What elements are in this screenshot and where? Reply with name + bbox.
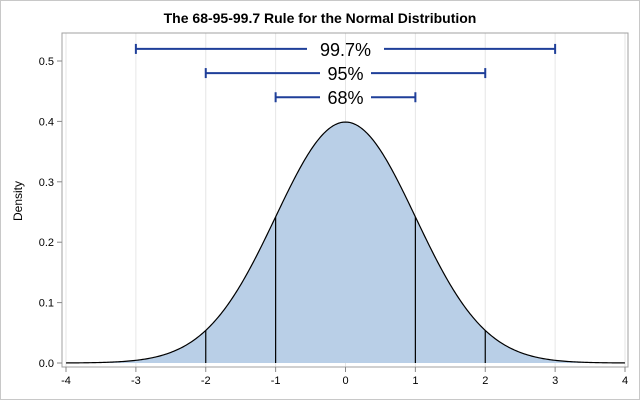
x-tick-label: 1 [412,375,418,387]
x-tick-label: 2 [482,375,488,387]
x-tick-label: 0 [342,375,348,387]
y-tick-label: 0.4 [39,116,54,128]
y-tick-label: 0.0 [39,358,54,370]
density-curve [65,121,626,364]
y-tick-label: 0.3 [39,177,54,189]
density-area [66,122,625,363]
y-tick-label: 0.5 [39,56,54,68]
x-tick-label: 3 [552,375,558,387]
interval-label: 95% [327,64,363,84]
interval-label: 68% [327,88,363,108]
interval-label: 99.7% [320,40,371,60]
x-tick-label: -4 [61,375,71,387]
y-axis-label: Density [11,181,25,221]
y-tick-label: 0.2 [39,237,54,249]
x-tick-label: -1 [271,375,281,387]
x-tick-label: -2 [201,375,211,387]
x-tick-label: -3 [131,375,141,387]
y-tick-label: 0.1 [39,298,54,310]
chart-title: The 68-95-99.7 Rule for the Normal Distr… [164,10,477,26]
x-tick-label: 4 [622,375,628,387]
